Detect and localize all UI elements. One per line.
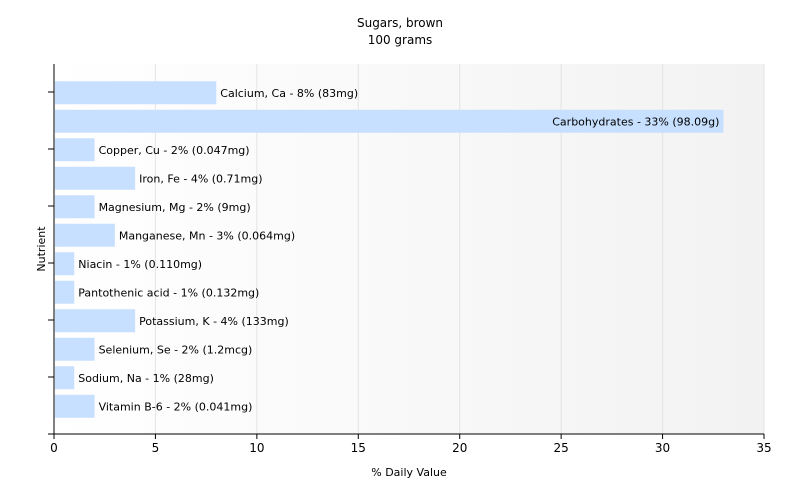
bar bbox=[55, 138, 95, 162]
bar bbox=[55, 337, 95, 361]
bar-labels: Calcium, Ca - 8% (83mg) Carbohydrates - 3… bbox=[78, 87, 719, 414]
bar-label: Iron, Fe - 4% (0.71mg) bbox=[139, 172, 262, 185]
x-tick-label: 25 bbox=[554, 441, 569, 455]
bar bbox=[55, 366, 75, 390]
x-axis-title: % Daily Value bbox=[371, 466, 447, 479]
bar bbox=[55, 195, 95, 219]
bar bbox=[55, 109, 724, 133]
x-tick-label: 5 bbox=[152, 441, 160, 455]
chart-subtitle: 100 grams bbox=[368, 33, 433, 47]
bar-label: Vitamin B-6 - 2% (0.041mg) bbox=[99, 400, 253, 413]
x-tick-label: 35 bbox=[756, 441, 771, 455]
x-tick-label: 15 bbox=[351, 441, 366, 455]
bar bbox=[55, 223, 115, 247]
bars bbox=[55, 81, 724, 418]
bar-label: Carbohydrates - 33% (98.09g) bbox=[552, 115, 719, 128]
bar-label: Copper, Cu - 2% (0.047mg) bbox=[99, 144, 250, 157]
bar-label: Manganese, Mn - 3% (0.064mg) bbox=[119, 229, 295, 242]
chart-title: Sugars, brown bbox=[357, 16, 443, 30]
bar bbox=[55, 309, 136, 333]
bar-label: Calcium, Ca - 8% (83mg) bbox=[220, 87, 358, 100]
bar-label: Niacin - 1% (0.110mg) bbox=[78, 258, 202, 271]
bar-label: Sodium, Na - 1% (28mg) bbox=[78, 372, 214, 385]
bar bbox=[55, 280, 75, 304]
bar-label: Magnesium, Mg - 2% (9mg) bbox=[99, 201, 251, 214]
bar-label: Selenium, Se - 2% (1.2mcg) bbox=[99, 343, 253, 356]
x-tick-label: 30 bbox=[655, 441, 670, 455]
bar bbox=[55, 166, 136, 190]
x-tick-label: 10 bbox=[249, 441, 264, 455]
bar bbox=[55, 252, 75, 276]
bar-label: Pantothenic acid - 1% (0.132mg) bbox=[78, 286, 259, 299]
bar-label: Potassium, K - 4% (133mg) bbox=[139, 315, 289, 328]
x-tick-label: 20 bbox=[452, 441, 467, 455]
y-axis-title: Nutrient bbox=[35, 226, 48, 272]
bar bbox=[55, 81, 217, 105]
axes: 0 5 10 15 20 25 30 35 bbox=[48, 64, 772, 455]
x-tick-label: 0 bbox=[50, 441, 58, 455]
bar bbox=[55, 394, 95, 418]
